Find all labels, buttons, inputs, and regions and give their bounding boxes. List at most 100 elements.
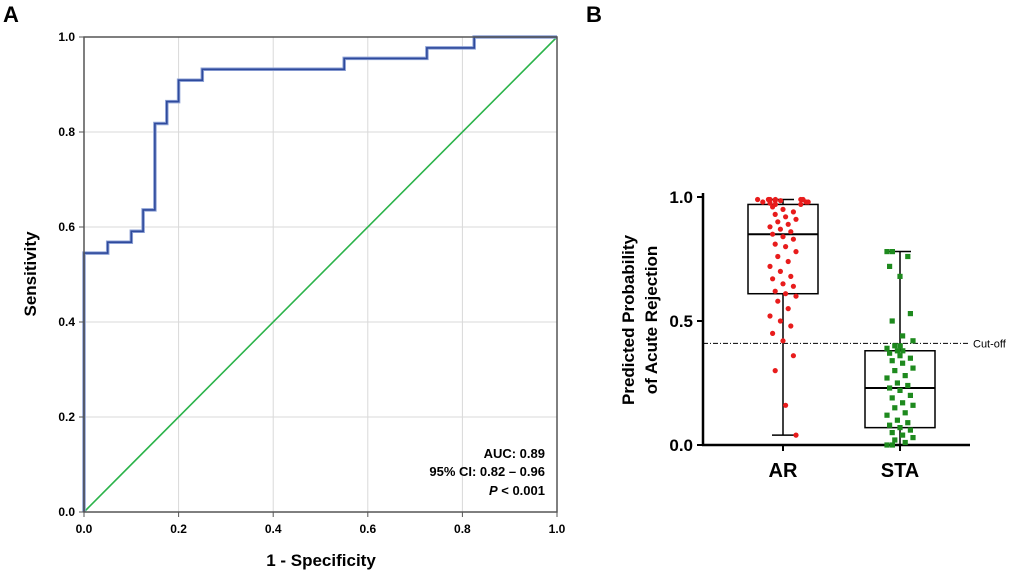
point-sta [900, 360, 906, 366]
point-sta [902, 410, 908, 416]
point-ar [793, 432, 799, 438]
point-sta [889, 249, 895, 255]
point-ar [775, 219, 781, 225]
point-sta [889, 430, 895, 436]
point-ar [770, 330, 776, 336]
point-sta [889, 318, 895, 324]
point-sta [884, 345, 890, 351]
point-sta [907, 311, 913, 317]
point-ar [793, 293, 799, 299]
point-ar [767, 263, 773, 269]
panel-a: A 0.0 0.2 0.4 0.6 0.8 1.0 0.00.20.40.60.81.0 … [3, 2, 566, 570]
roc-curve [83, 36, 557, 512]
point-sta [884, 442, 890, 448]
roc-reference-group [83, 36, 558, 513]
point-ar [780, 234, 786, 240]
roc-grid [84, 37, 557, 512]
point-ar [775, 253, 781, 260]
point-sta [892, 368, 898, 374]
point-sta [902, 439, 908, 446]
point-sta [897, 387, 903, 393]
roc-y-tick-label: 0.8 [58, 125, 75, 139]
point-sta [884, 375, 890, 381]
roc-x-tick-label: 0.6 [359, 522, 376, 536]
point-ar [783, 291, 789, 297]
point-ar [767, 313, 773, 319]
point-ar [783, 214, 789, 220]
box-y-tick-label: 0.5 [669, 312, 693, 331]
point-sta [910, 402, 916, 408]
point-sta [884, 412, 890, 418]
point-sta [900, 400, 906, 406]
roc-y-axis-title: Sensitivity [21, 231, 40, 317]
point-sta [892, 343, 898, 349]
point-ar [793, 249, 799, 255]
ci-annotation: 95% CI: 0.82 – 0.96 [429, 464, 545, 479]
roc-y-tick-label: 0.4 [58, 315, 75, 329]
box-y-title-line1: Predicted Probability [619, 234, 638, 405]
point-sta [907, 355, 913, 361]
roc-y-ticks: 0.0 0.2 0.4 0.6 0.8 1.0 [58, 30, 84, 519]
point-ar [780, 206, 786, 212]
point-ar [785, 221, 791, 227]
box-category-label: AR [769, 460, 798, 482]
point-ar [780, 281, 786, 287]
roc-y-tick-label: 0.2 [58, 410, 75, 424]
roc-y-tick-label: 0.6 [58, 220, 75, 234]
cutoff-label: Cut-off [973, 338, 1007, 350]
roc-y-tick-label: 0.0 [58, 505, 75, 519]
point-sta [894, 417, 900, 423]
point-ar [772, 368, 778, 374]
point-sta [897, 343, 903, 349]
auc-annotation: AUC: 0.89 [484, 446, 545, 461]
point-ar [788, 323, 794, 329]
point-ar [772, 288, 778, 294]
point-ar [778, 198, 784, 204]
box-y-tick-label: 1.0 [669, 188, 693, 207]
point-ar [790, 353, 797, 359]
box-iqr [747, 203, 819, 295]
point-sta [897, 353, 903, 359]
box-category-labels: AR STA [769, 445, 920, 482]
roc-x-ticks: 0.0 0.2 0.4 0.6 0.8 1.0 [76, 512, 566, 536]
roc-x-tick-label: 0.0 [76, 522, 93, 536]
point-ar [783, 402, 789, 408]
point-ar [775, 298, 781, 304]
box-category-label: STA [881, 460, 920, 482]
roc-x-tick-label: 0.8 [454, 522, 471, 536]
panel-b: B 0.0 0.5 1.0 Cut-off AR STA Predicted Prob… [586, 2, 1007, 482]
point-ar [777, 318, 784, 324]
box-y-ticks: 0.0 0.5 1.0 [669, 188, 703, 455]
point-ar [772, 198, 778, 204]
point-sta [889, 395, 895, 401]
point-ar [772, 211, 778, 217]
point-ar [805, 199, 811, 205]
point-sta [907, 427, 913, 433]
point-sta [905, 253, 911, 260]
roc-x-tick-label: 1.0 [549, 522, 566, 536]
point-ar [755, 196, 761, 203]
point-sta [887, 422, 893, 428]
roc-x-axis-title: 1 - Specificity [266, 551, 376, 570]
point-sta [897, 425, 903, 431]
box-groups [747, 196, 936, 448]
point-ar [790, 236, 797, 242]
point-ar [770, 276, 776, 282]
panel-b-label: B [586, 2, 602, 27]
point-ar [798, 201, 804, 207]
point-ar [767, 224, 773, 230]
point-ar [777, 268, 784, 274]
point-ar [770, 204, 776, 210]
point-sta [907, 392, 913, 398]
point-ar [767, 200, 773, 206]
box-group-ar [747, 196, 819, 438]
point-sta [900, 432, 906, 438]
point-ar [772, 241, 778, 247]
point-sta [892, 437, 898, 443]
point-ar [790, 209, 797, 215]
point-sta [889, 442, 895, 448]
point-sta [892, 405, 898, 411]
roc-x-tick-label: 0.4 [265, 522, 282, 536]
point-ar [793, 216, 799, 222]
